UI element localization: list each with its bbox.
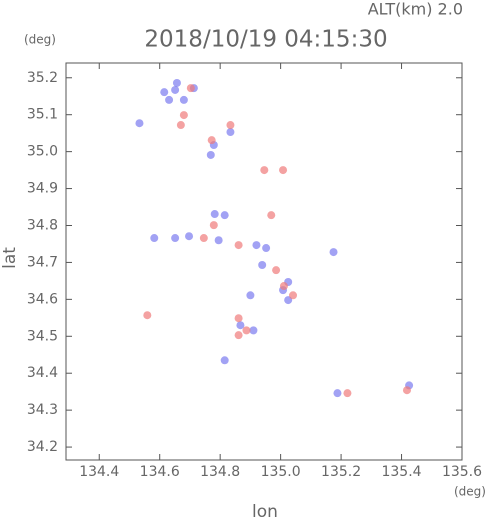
radar-echo	[402, 386, 411, 395]
x-tick-label: 135.2	[321, 464, 361, 480]
y-tick-label: 34.9	[27, 181, 58, 197]
radar-echo	[343, 389, 352, 398]
x-tick-label: 135.0	[261, 464, 301, 480]
y-tick-label: 34.6	[27, 291, 58, 307]
radar-echo	[209, 221, 218, 230]
y-tick-label: 34.5	[27, 328, 58, 344]
y-tick-label: 34.4	[27, 365, 58, 381]
radar-echo	[210, 210, 219, 219]
radar-echo	[179, 95, 188, 104]
plot-frame	[65, 62, 463, 461]
radar-echo	[185, 232, 194, 241]
radar-echo	[234, 314, 243, 323]
radar-echo	[172, 78, 181, 87]
radar-echo	[267, 211, 276, 220]
y-tick-label: 34.3	[27, 402, 58, 418]
radar-echo	[186, 84, 195, 93]
radar-echo	[171, 85, 180, 94]
radar-echo	[246, 291, 255, 300]
radar-echo	[242, 326, 251, 335]
radar-echo	[289, 291, 298, 300]
radar-echo	[279, 282, 288, 291]
radar-echo	[176, 121, 185, 130]
radar-echo	[165, 95, 174, 104]
subtitle: ALT(km) 2.0	[368, 0, 463, 19]
x-axis-label: lon	[252, 502, 278, 521]
radar-echo	[226, 128, 235, 137]
radar-echo	[199, 234, 208, 243]
x-unit: (deg)	[454, 485, 486, 499]
radar-echo	[160, 88, 169, 97]
y-tick-label: 34.8	[27, 217, 58, 233]
radar-echo	[220, 356, 229, 365]
radar-echo	[279, 166, 288, 175]
radar-echo	[260, 166, 269, 175]
x-tick-label: 135.4	[381, 464, 421, 480]
radar-echo	[214, 236, 223, 245]
y-unit: (deg)	[24, 33, 56, 47]
radar-echo	[207, 136, 216, 145]
x-tick-label: 135.6	[442, 464, 482, 480]
radar-echo	[234, 241, 243, 250]
y-tick-label: 35.1	[27, 107, 58, 123]
chart-title: 2018/10/19 04:15:30	[144, 27, 387, 53]
radar-echo	[262, 244, 271, 253]
radar-echo	[252, 241, 261, 250]
radar-echo	[234, 331, 243, 340]
radar-echo	[171, 234, 180, 243]
radar-echo	[220, 211, 229, 220]
y-tick-label: 35.0	[27, 144, 58, 160]
x-tick-label: 134.4	[79, 464, 119, 480]
radar-echo	[143, 311, 152, 320]
radar-echo	[329, 248, 338, 257]
x-tick-label: 134.6	[140, 464, 180, 480]
radar-echo	[206, 150, 215, 159]
y-axis-label: lat	[0, 247, 20, 269]
radar-echo	[226, 121, 235, 130]
radar-echo	[150, 234, 159, 243]
y-tick-label: 34.7	[27, 254, 58, 270]
radar-echo	[333, 389, 342, 398]
y-tick-label: 34.2	[27, 439, 58, 455]
radar-echo	[135, 119, 144, 128]
radar-echo	[272, 266, 281, 275]
radar-echo	[258, 261, 267, 270]
radar-echo	[236, 321, 245, 330]
radar-echo	[249, 326, 258, 335]
x-tick-label: 134.8	[200, 464, 240, 480]
y-tick-label: 35.2	[27, 70, 58, 86]
radar-echo	[179, 111, 188, 120]
